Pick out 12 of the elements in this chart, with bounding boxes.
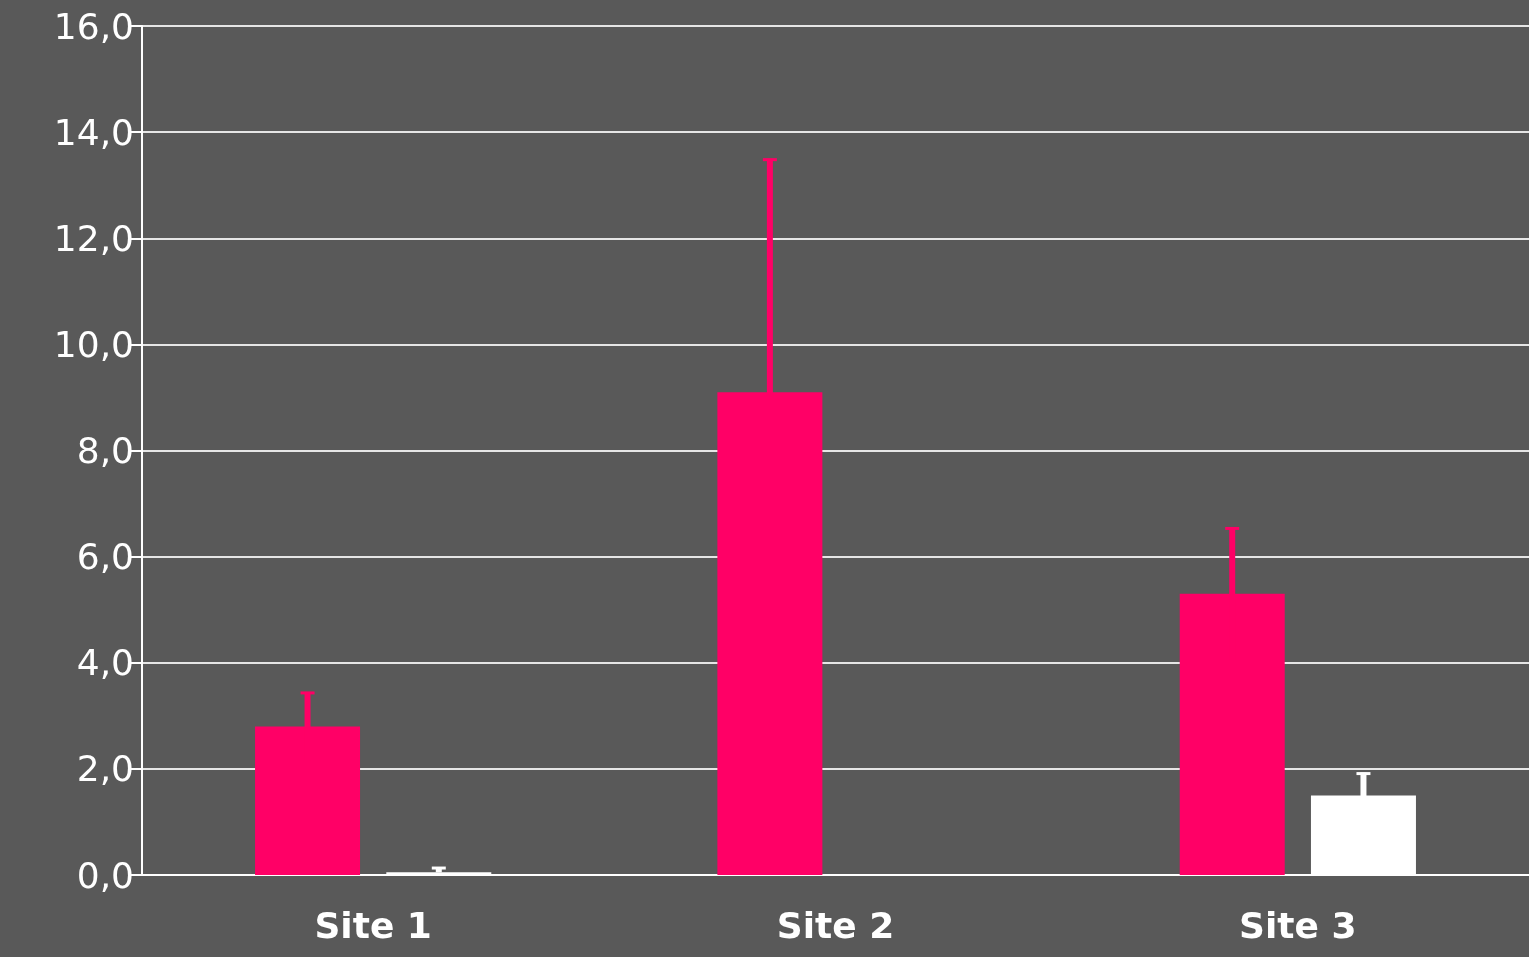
y-tick-label: 8,0 <box>76 430 134 471</box>
y-tick-label: 14,0 <box>53 111 134 153</box>
y-tick-label: 10,0 <box>53 323 134 365</box>
x-tick-label: Site 2 <box>776 904 895 946</box>
x-tick-label: Site 3 <box>1239 904 1357 946</box>
y-tick-label: 4,0 <box>76 642 134 684</box>
y-tick-label: 2,0 <box>76 748 134 790</box>
y-tick-label: 12,0 <box>53 217 134 259</box>
y-tick-label: 0,0 <box>76 854 134 896</box>
x-tick-label: Site 1 <box>314 904 432 946</box>
y-tick-label: 16,0 <box>53 5 134 47</box>
y-tick-label: 6,0 <box>76 536 134 578</box>
